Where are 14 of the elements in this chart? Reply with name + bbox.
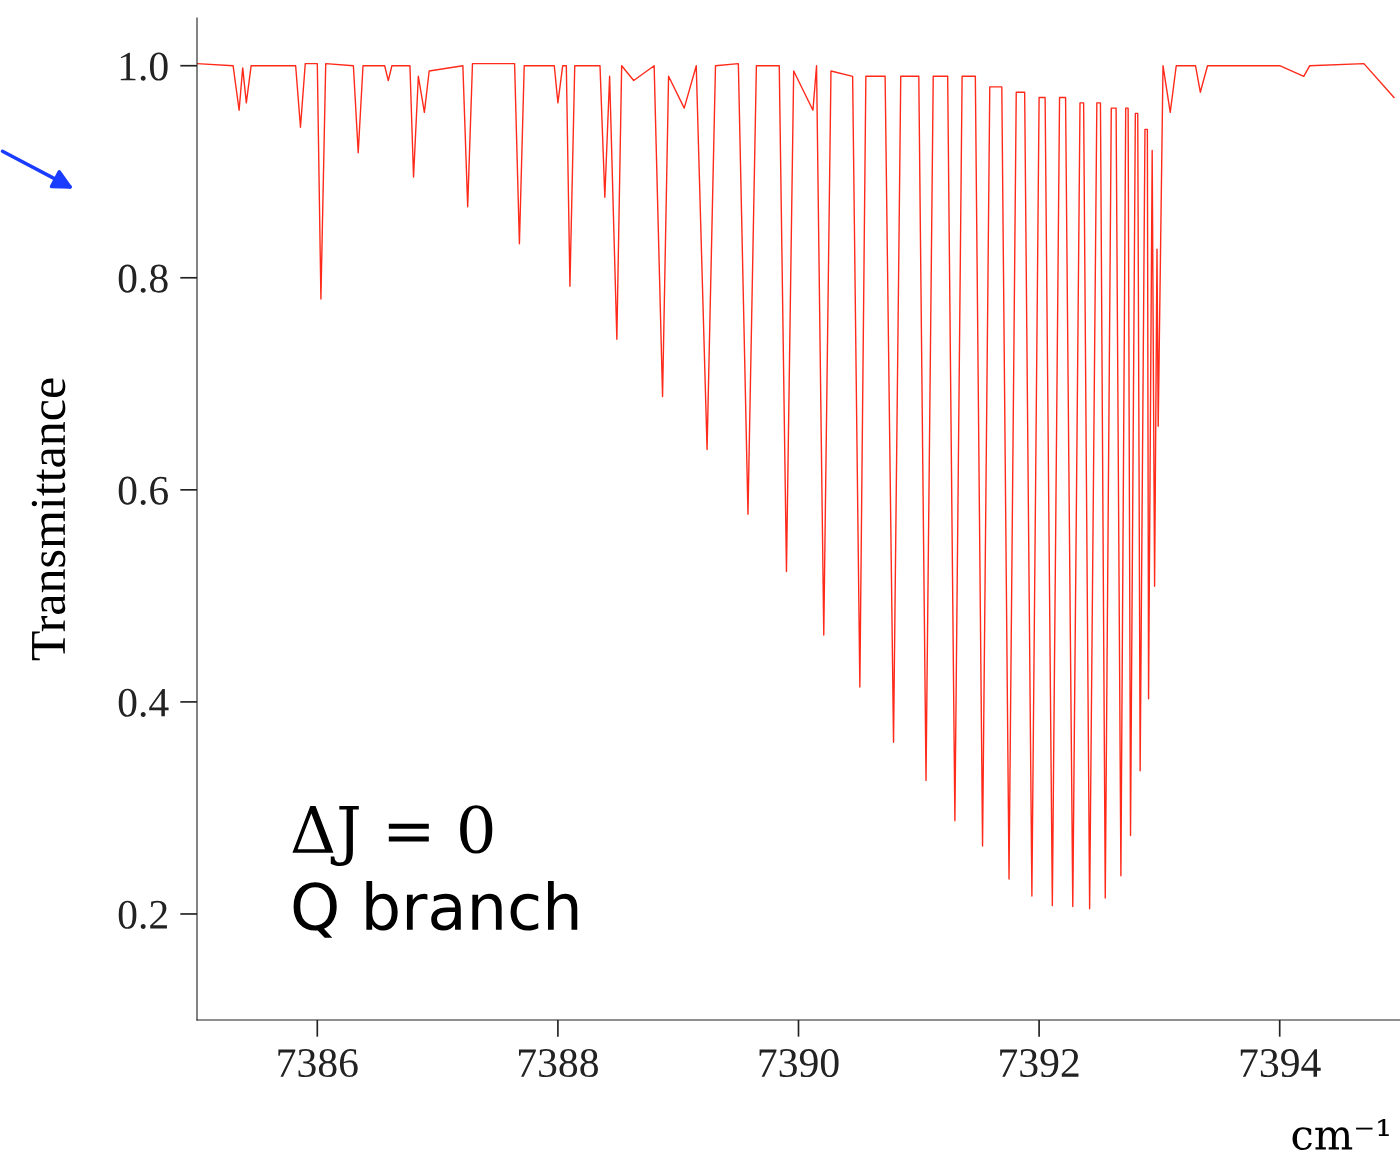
y-tick-label: 0.4	[118, 688, 169, 717]
y-axis-title: Transmittance	[31, 378, 66, 661]
x-tick-label: 7394	[1240, 1049, 1321, 1078]
y-tick-label: 0.6	[118, 476, 168, 505]
x-tick-label: 7392	[1000, 1049, 1079, 1078]
x-tick-label: 7386	[278, 1048, 358, 1078]
y-tick-label: 1.0	[120, 52, 168, 81]
x-tick-label: 7390	[759, 1048, 839, 1078]
x-tick-label: 7388	[518, 1048, 598, 1078]
annotation: Q branch	[293, 881, 578, 938]
annotation: ΔJ = 0	[292, 805, 493, 866]
y-tick-label: 0.2	[118, 900, 167, 930]
x-axis-title: cm⁻¹	[1292, 1118, 1389, 1151]
y-tick-label: 0.8	[118, 264, 168, 293]
